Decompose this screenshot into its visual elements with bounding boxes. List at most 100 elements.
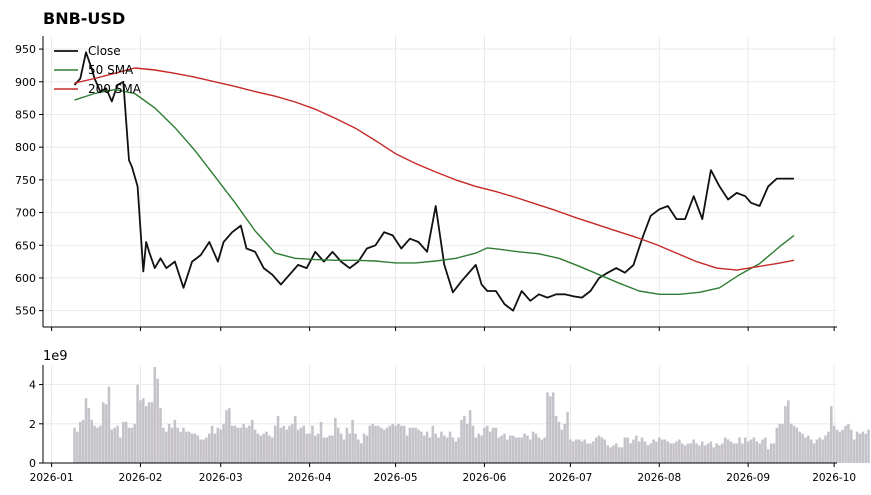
volume-bar (230, 425, 234, 463)
volume-bar (405, 435, 409, 463)
volume-bar (764, 437, 767, 463)
volume-bar (291, 423, 294, 463)
volume-bar (153, 366, 157, 463)
volume-bar (867, 429, 870, 463)
volume-bar (494, 427, 498, 463)
volume-bar (852, 439, 856, 463)
volume-bar (130, 427, 134, 463)
volume-bar (345, 427, 349, 463)
volume-bar (276, 415, 280, 463)
volume-bar (678, 439, 681, 463)
volume-bar (253, 429, 257, 463)
volume-bar (526, 435, 529, 463)
volume-bar (809, 439, 813, 463)
volume-bar (339, 433, 343, 463)
volume-bar (861, 431, 865, 463)
volume-bar (308, 433, 311, 463)
volume-bar (712, 447, 716, 463)
volume-x-tick-label: 2026-06 (462, 472, 506, 484)
volume-bar (829, 406, 833, 463)
volume-bar (437, 437, 440, 463)
volume-bar (282, 425, 286, 463)
volume-bar (723, 437, 727, 463)
volume-bar (463, 415, 466, 463)
volume-bar (460, 419, 463, 463)
volume-bar (242, 423, 245, 463)
volume-bar (76, 431, 79, 463)
volume-bar (772, 443, 776, 463)
volume-bar (569, 439, 572, 463)
volume-bar (517, 437, 521, 463)
volume-bar (394, 425, 397, 463)
volume-bar (629, 443, 632, 463)
volume-bar (210, 425, 214, 463)
volume-bar (692, 439, 695, 463)
legend-label: Close (88, 44, 121, 58)
volume-bar (182, 427, 185, 463)
volume-bar (838, 431, 842, 463)
volume-bar (620, 447, 624, 463)
volume-bar (382, 429, 386, 463)
volume-bar (454, 441, 458, 463)
volume-bar (119, 437, 122, 463)
volume-bar (657, 437, 661, 463)
volume-bar (271, 437, 274, 463)
volume-bar (127, 427, 131, 463)
volume-bar (477, 433, 480, 463)
volume-bar (336, 427, 340, 463)
volume-bar (606, 445, 609, 463)
volume-bar (78, 421, 82, 463)
volume-bar (549, 396, 552, 463)
volume-bar (683, 445, 687, 463)
volume-bar (379, 427, 383, 463)
volume-bar (159, 408, 162, 463)
volume-bar (609, 447, 612, 463)
volume-bar (147, 402, 151, 463)
volume-bar (116, 425, 119, 463)
volume-bar (655, 441, 658, 463)
price-y-tick-label: 700 (15, 207, 36, 220)
volume-bar (580, 441, 584, 463)
volume-bar (265, 431, 268, 463)
volume-bar (124, 421, 128, 463)
volume-bar (589, 443, 592, 463)
volume-bar (554, 415, 558, 463)
volume-bar (637, 441, 641, 463)
volume-bar (296, 429, 300, 463)
volume-bar (299, 427, 303, 463)
volume-bar (850, 429, 853, 463)
volume-bar (196, 435, 200, 463)
volume-bar (233, 425, 237, 463)
volume-bar (374, 425, 377, 463)
volume-bar (81, 419, 85, 463)
volume-bar (689, 443, 693, 463)
volume-bar (121, 421, 125, 463)
volume-bar (566, 412, 569, 463)
volume-bar (792, 425, 796, 463)
volume-bar (293, 415, 297, 463)
volume-bar (497, 437, 501, 463)
volume-bar (486, 425, 489, 463)
volume-bar (268, 435, 271, 463)
volume-bar (603, 439, 607, 463)
volume-bar (746, 441, 750, 463)
volume-bar (680, 443, 684, 463)
volume-bar (262, 433, 265, 463)
volume-bar (543, 437, 546, 463)
volume-bar (408, 427, 412, 463)
price-y-tick-label: 650 (15, 239, 36, 252)
price-y-tick-label: 850 (15, 108, 36, 121)
volume-bar (354, 433, 357, 463)
volume-bar (216, 427, 220, 463)
volume-bar (142, 398, 145, 463)
volume-bar (185, 431, 188, 463)
volume-bar (136, 384, 139, 463)
volume-bar (847, 423, 850, 463)
volume-bar (411, 427, 415, 463)
volume-bar (164, 431, 168, 463)
volume-bar (351, 419, 354, 463)
volume-bar (250, 419, 254, 463)
volume-bar (331, 435, 334, 463)
volume-bar (500, 435, 503, 463)
